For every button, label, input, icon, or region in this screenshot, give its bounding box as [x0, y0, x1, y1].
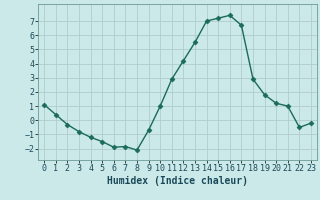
- X-axis label: Humidex (Indice chaleur): Humidex (Indice chaleur): [107, 176, 248, 186]
